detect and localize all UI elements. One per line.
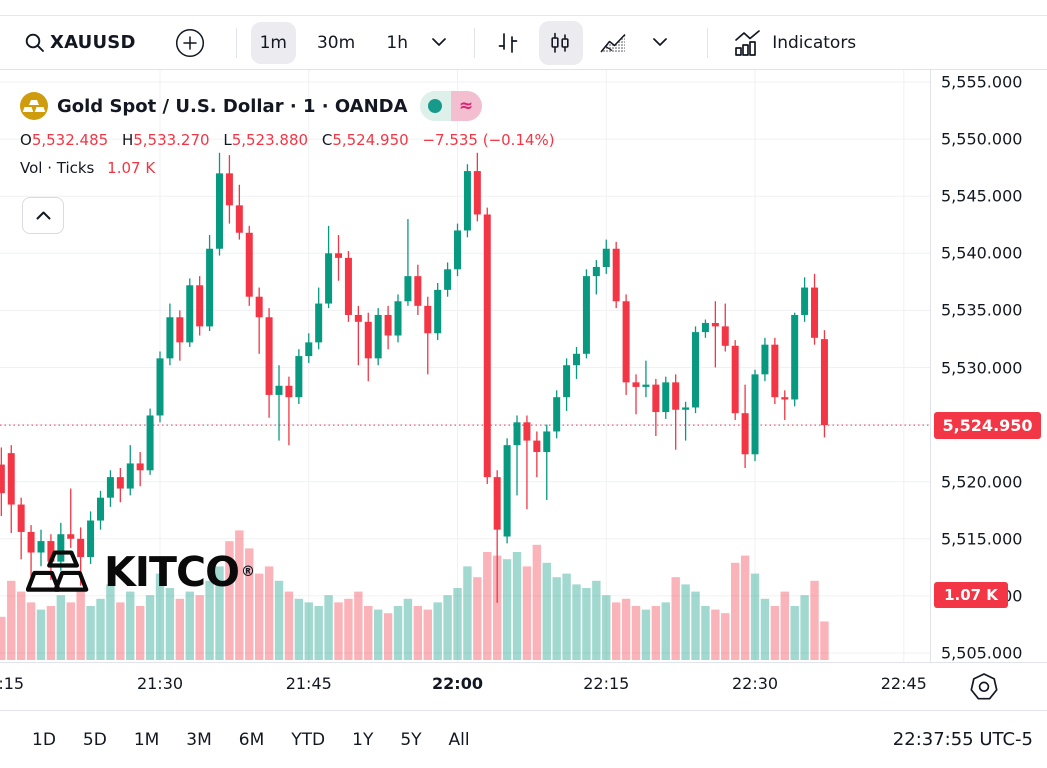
close-label: C: [321, 131, 333, 149]
time-axis-label: :15: [0, 674, 25, 693]
price-axis-label: 5,520.000: [941, 472, 1023, 492]
close-value: 5,524.950: [332, 131, 409, 149]
area-chart-icon: [600, 32, 626, 54]
high-label: H: [121, 131, 134, 149]
top-toolbar: XAUUSD 1m 30m 1h: [0, 15, 1047, 70]
interval-button-1m[interactable]: 1m: [250, 21, 296, 64]
heptagon-gear-icon: [967, 670, 1003, 704]
interval-group: 1m 30m 1h: [250, 21, 419, 64]
candles-chart-icon: [548, 31, 574, 55]
interval-button-1h[interactable]: 1h: [376, 22, 418, 64]
indicators-button[interactable]: Indicators: [724, 22, 864, 64]
time-axis-label: 22:15: [583, 674, 630, 693]
volume-value: 1.07 K: [107, 159, 156, 177]
delayed-data-badge[interactable]: ≈: [450, 91, 482, 121]
price-axis-label: 5,535.000: [941, 300, 1023, 320]
time-axis-label: 22:30: [731, 674, 779, 693]
range-button-all[interactable]: All: [447, 726, 472, 754]
price-axis-label: 5,545.000: [941, 186, 1023, 206]
range-buttons: 1D 5D 1M 3M 6M YTD 1Y 5Y All: [0, 726, 472, 754]
compare-add-button[interactable]: [166, 22, 214, 64]
collapse-legend-button[interactable]: [22, 197, 64, 234]
ohlc-row: O5,532.485 H5,533.270 L5,523.880 C5,524.…: [20, 131, 555, 149]
low-value: 5,523.880: [231, 131, 309, 149]
range-button-5d[interactable]: 5D: [81, 726, 109, 754]
time-axis-label: 22:45: [880, 674, 927, 693]
clock-utc[interactable]: 22:37:55 UTC-5: [892, 729, 1033, 750]
chevron-up-icon: [36, 211, 51, 220]
open-value: 5,532.485: [31, 131, 109, 149]
open-label: O: [20, 131, 32, 149]
range-button-3m[interactable]: 3M: [184, 726, 213, 754]
timezone-settings-button[interactable]: [967, 669, 1003, 705]
range-button-ytd[interactable]: YTD: [289, 726, 327, 754]
range-button-6m[interactable]: 6M: [237, 726, 266, 754]
data-mode-pill[interactable]: ≈: [419, 91, 482, 121]
symbol-label: XAUUSD: [50, 32, 136, 53]
candlestick-chart-canvas[interactable]: [0, 70, 930, 662]
range-button-1m[interactable]: 1M: [132, 726, 161, 754]
price-axis-label: 5,505.000: [941, 643, 1023, 663]
range-toolbar: 1D 5D 1M 3M 6M YTD 1Y 5Y All 22:37:55 UTC-5: [0, 710, 1047, 768]
time-axis-label: 21:45: [285, 674, 332, 693]
search-icon: [24, 32, 46, 54]
range-button-1y[interactable]: 1Y: [350, 726, 375, 754]
chart-style-bars-button[interactable]: [487, 21, 531, 65]
indicators-label: Indicators: [772, 32, 857, 53]
last-price-badge: 5,524.950: [934, 411, 1041, 439]
toolbar-divider: [707, 27, 709, 58]
price-axis-label: 5,530.000: [941, 358, 1023, 377]
chart-style-area-button[interactable]: [591, 21, 635, 65]
time-axis-label: 22:00: [432, 674, 483, 693]
chevron-down-icon: [653, 38, 668, 47]
volume-label: Vol · Ticks: [20, 159, 95, 177]
time-axis[interactable]: :15 21:30 21:45 22:00 22:15 22:30 22:45: [0, 662, 1047, 710]
range-button-1d[interactable]: 1D: [30, 726, 58, 754]
time-axis-label: 21:30: [136, 674, 184, 693]
interval-button-30m[interactable]: 30m: [308, 22, 364, 64]
toolbar-divider: [235, 27, 237, 58]
gold-ingots-icon: [20, 92, 48, 120]
symbol-search-button[interactable]: XAUUSD: [22, 22, 144, 64]
range-button-5y[interactable]: 5Y: [398, 726, 423, 754]
toolbar-divider: [474, 27, 476, 58]
chart-legend: Gold Spot / U.S. Dollar · 1 · OANDA ≈ O5…: [20, 90, 555, 177]
indicators-icon: [732, 29, 762, 57]
price-axis-label: 5,515.000: [941, 529, 1023, 549]
chart-title: Gold Spot / U.S. Dollar · 1 · OANDA: [57, 95, 408, 117]
price-axis-label: 5,550.000: [941, 129, 1023, 149]
high-value: 5,533.270: [133, 131, 210, 149]
chart-style-candles-button[interactable]: [539, 20, 584, 65]
plus-circle-icon: [174, 27, 206, 59]
volume-row: Vol · Ticks 1.07 K: [20, 159, 555, 177]
price-axis[interactable]: 5,505.0005,510.0005,515.0005,520.0005,52…: [930, 70, 1047, 663]
realtime-dot-badge[interactable]: [419, 91, 451, 121]
low-label: L: [223, 131, 232, 149]
volume-axis-badge: 1.07 K: [934, 582, 1008, 608]
chevron-down-icon: [432, 38, 447, 47]
price-axis-label: 5,555.000: [941, 72, 1023, 92]
bars-chart-icon: [496, 31, 522, 55]
style-menu-button[interactable]: [645, 22, 675, 64]
price-axis-label: 5,540.000: [941, 243, 1023, 263]
change-value: −7.535 (−0.14%): [422, 131, 555, 149]
interval-menu-button[interactable]: [424, 22, 454, 64]
